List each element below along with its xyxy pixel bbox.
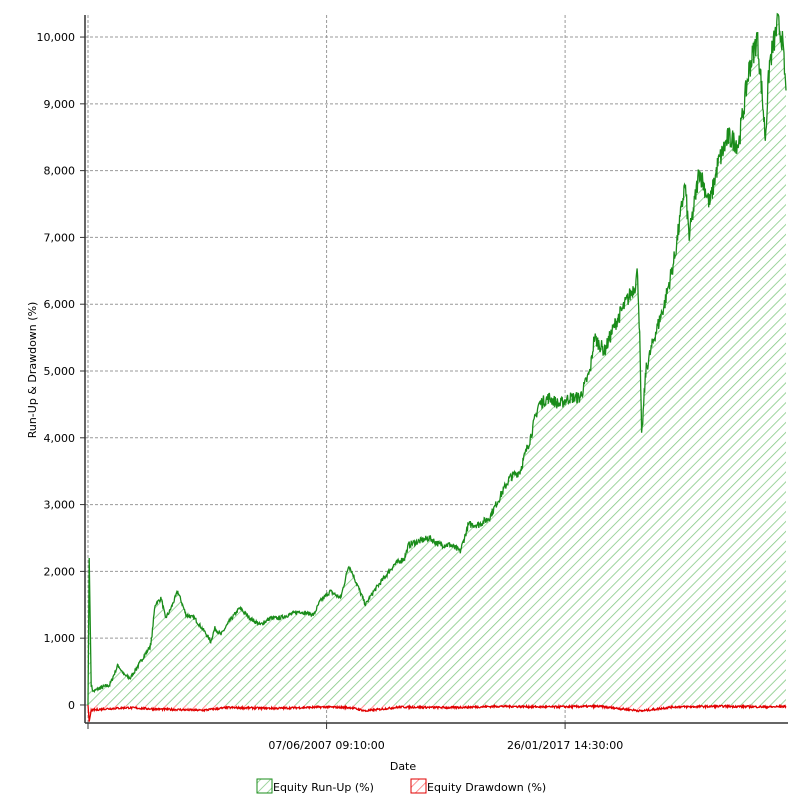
legend-swatch-run-up xyxy=(256,778,273,794)
y-tick-label: 4,000 xyxy=(44,432,76,445)
legend-label-run-up: Equity Run-Up (%) xyxy=(273,781,374,794)
x-tick-label: 26/01/2017 14:30:00 xyxy=(507,739,623,752)
y-tick-label: 10,000 xyxy=(37,31,76,44)
series-area-run-up xyxy=(88,13,786,705)
legend-label-drawdown: Equity Drawdown (%) xyxy=(427,781,546,794)
y-tick-label: 1,000 xyxy=(44,632,76,645)
y-tick-label: 6,000 xyxy=(44,298,76,311)
y-tick-label: 0 xyxy=(68,699,75,712)
series-line-drawdown xyxy=(87,703,787,722)
y-tick-label: 5,000 xyxy=(44,365,76,378)
y-tick-label: 3,000 xyxy=(44,499,76,512)
legend-swatch-drawdown xyxy=(410,778,427,794)
series-line-run-up xyxy=(87,12,787,706)
y-tick-label: 7,000 xyxy=(44,231,76,244)
legend-item-drawdown[interactable]: Equity Drawdown (%) xyxy=(410,778,546,794)
x-tick-label: 07/06/2007 09:10:00 xyxy=(268,739,384,752)
y-tick-label: 2,000 xyxy=(44,565,76,578)
axes: 0 1,000 2,000 3,000 4,000 5,000 6,000 7,000 8,00… xyxy=(37,15,788,752)
x-axis-label: Date xyxy=(390,760,417,773)
series-areas xyxy=(87,12,787,722)
legend: Equity Run-Up (%) Equity Drawdown (%) xyxy=(256,778,546,794)
legend-item-run-up[interactable]: Equity Run-Up (%) xyxy=(256,778,374,794)
y-tick-label: 8,000 xyxy=(44,165,76,178)
series-area-drawdown xyxy=(88,704,786,722)
y-tick-label: 9,000 xyxy=(44,98,76,111)
y-axis-label: Run-Up & Drawdown (%) xyxy=(26,302,39,439)
